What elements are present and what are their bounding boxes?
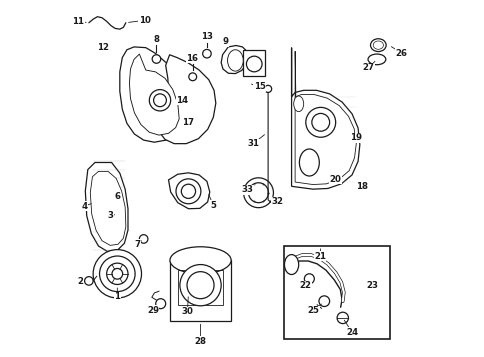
Circle shape — [149, 90, 170, 111]
Text: 11: 11 — [72, 17, 84, 26]
Text: 7: 7 — [134, 240, 140, 249]
Polygon shape — [85, 162, 128, 251]
Text: 12: 12 — [97, 43, 109, 52]
Circle shape — [176, 179, 200, 204]
Ellipse shape — [370, 39, 385, 51]
Text: 14: 14 — [176, 96, 188, 105]
Polygon shape — [159, 55, 215, 144]
Circle shape — [243, 178, 273, 208]
Ellipse shape — [367, 54, 385, 65]
Text: 31: 31 — [247, 139, 258, 148]
Text: 8: 8 — [153, 35, 159, 44]
Polygon shape — [221, 45, 247, 74]
Bar — [178, 270, 223, 305]
Circle shape — [180, 265, 221, 306]
Text: 28: 28 — [194, 337, 206, 346]
Ellipse shape — [169, 247, 231, 274]
Circle shape — [202, 49, 211, 58]
Circle shape — [99, 256, 135, 292]
Circle shape — [304, 274, 314, 284]
Polygon shape — [129, 54, 179, 135]
Text: 17: 17 — [182, 118, 194, 127]
Text: 4: 4 — [81, 202, 87, 211]
Polygon shape — [120, 47, 182, 142]
Text: 32: 32 — [271, 197, 283, 206]
Circle shape — [152, 55, 160, 63]
Polygon shape — [295, 51, 356, 185]
Polygon shape — [291, 47, 359, 189]
Text: 2: 2 — [77, 277, 84, 286]
Circle shape — [318, 296, 329, 307]
Circle shape — [264, 85, 271, 92]
Ellipse shape — [227, 50, 242, 71]
Text: 16: 16 — [186, 54, 197, 63]
Circle shape — [248, 183, 268, 203]
Bar — [284, 246, 390, 339]
Text: 19: 19 — [349, 133, 361, 142]
Circle shape — [246, 56, 261, 72]
Text: 15: 15 — [253, 82, 265, 91]
Circle shape — [84, 277, 93, 285]
Text: 30: 30 — [181, 307, 193, 316]
Text: 24: 24 — [345, 328, 357, 337]
Circle shape — [181, 184, 195, 198]
Text: 33: 33 — [242, 185, 253, 194]
Circle shape — [305, 107, 335, 137]
Text: 22: 22 — [299, 281, 311, 290]
Ellipse shape — [293, 96, 303, 112]
Text: 5: 5 — [210, 201, 216, 210]
Text: 10: 10 — [138, 16, 151, 25]
Circle shape — [188, 73, 196, 81]
Text: 21: 21 — [313, 252, 325, 261]
Text: 18: 18 — [355, 182, 367, 191]
Text: 26: 26 — [395, 49, 407, 58]
Bar — [242, 50, 265, 76]
Text: 20: 20 — [329, 175, 341, 184]
Circle shape — [106, 263, 128, 285]
Circle shape — [187, 272, 213, 299]
Polygon shape — [168, 173, 210, 209]
Polygon shape — [169, 260, 231, 321]
Circle shape — [311, 114, 329, 131]
Text: 23: 23 — [365, 281, 378, 290]
Circle shape — [93, 250, 141, 298]
Text: 1: 1 — [114, 292, 120, 301]
Polygon shape — [90, 171, 126, 245]
Circle shape — [153, 94, 166, 107]
Ellipse shape — [299, 149, 318, 176]
Text: 6: 6 — [114, 192, 120, 201]
Text: 27: 27 — [362, 63, 374, 72]
Text: 9: 9 — [222, 37, 228, 46]
Text: 13: 13 — [200, 32, 212, 41]
Text: 3: 3 — [107, 211, 113, 220]
Circle shape — [139, 235, 148, 243]
Text: 25: 25 — [307, 306, 319, 315]
Circle shape — [155, 299, 166, 309]
Ellipse shape — [373, 41, 383, 49]
Circle shape — [336, 312, 348, 323]
Ellipse shape — [284, 255, 298, 275]
Circle shape — [112, 268, 122, 279]
Text: 29: 29 — [147, 306, 159, 315]
